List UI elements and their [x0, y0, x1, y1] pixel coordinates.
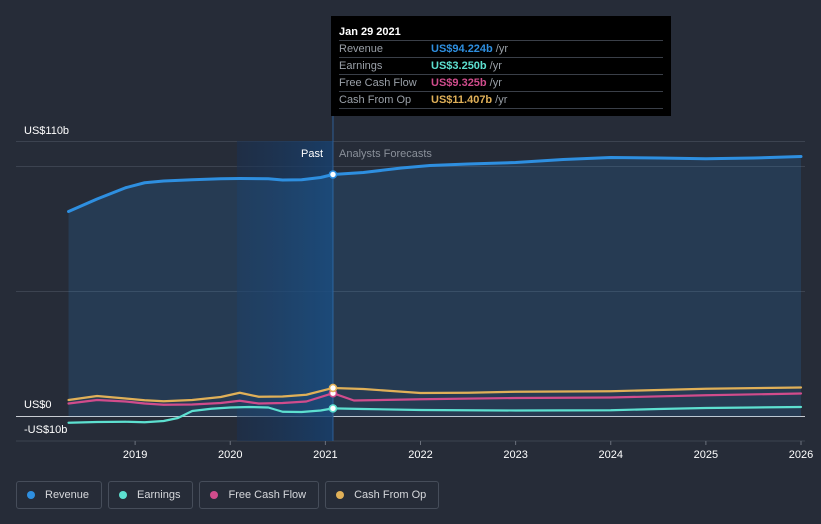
x-tick-label: 2020 — [218, 449, 242, 461]
legend-label: Revenue — [45, 489, 90, 501]
tooltip-row-earnings: Earnings US$3.250b /yr — [339, 57, 663, 74]
revenue-marker — [328, 170, 338, 179]
tooltip-value: US$9.325b — [431, 77, 487, 89]
tooltip-name: Cash From Op — [339, 94, 412, 106]
y-axis-bottom-label: -US$10b — [24, 424, 67, 436]
x-tick-label: 2022 — [408, 449, 432, 461]
tooltip-unit: /yr — [495, 94, 508, 106]
free-cash-flow-line — [67, 392, 803, 406]
tooltip-name: Revenue — [339, 43, 384, 55]
legend-item-free-cash-flow[interactable]: Free Cash Flow — [199, 481, 320, 509]
revenue-line — [67, 155, 803, 213]
legend-label: Earnings — [137, 489, 181, 501]
tooltip-unit: /yr — [489, 60, 502, 72]
forecast-zone-label: Analysts Forecasts — [339, 148, 432, 160]
revenue-area-fill — [68, 156, 802, 417]
legend-label: Cash From Op — [354, 489, 427, 501]
y-axis-top-label: US$110b — [24, 125, 69, 137]
cash-from-op-line — [67, 386, 803, 403]
cash-from-op-marker — [328, 383, 338, 393]
tooltip-name: Free Cash Flow — [339, 77, 417, 89]
tooltip-value: US$11.407b — [431, 94, 493, 106]
x-tick-label: 2024 — [599, 449, 623, 461]
tooltip-row-revenue: Revenue US$94.224b /yr — [339, 40, 663, 57]
legend-item-earnings[interactable]: Earnings — [108, 481, 194, 509]
series-lines — [67, 155, 803, 424]
legend-dot-icon — [336, 491, 345, 499]
grid — [16, 141, 805, 442]
chart: US$110b US$0 -US$10b Past Analysts Forec… — [16, 16, 813, 461]
tooltip-name: Earnings — [339, 60, 383, 72]
tooltip-value: US$3.250b — [431, 60, 487, 72]
tooltip-row-free-cash-flow: Free Cash Flow US$9.325b /yr — [339, 74, 663, 91]
revenue-area — [68, 156, 802, 417]
earnings-marker — [328, 404, 338, 413]
legend: Revenue Earnings Free Cash Flow Cash Fro… — [16, 481, 440, 509]
legend-dot-icon — [27, 491, 35, 499]
earnings-line — [67, 405, 803, 424]
x-tick-label: 2023 — [503, 449, 527, 461]
tooltip-unit: /yr — [495, 43, 508, 55]
x-tick-label: 2021 — [313, 449, 337, 461]
legend-label: Free Cash Flow — [228, 489, 307, 501]
legend-item-revenue[interactable]: Revenue — [16, 481, 103, 509]
tooltip-unit: /yr — [489, 77, 502, 89]
legend-dot-icon — [119, 491, 128, 499]
x-axis-ticks: 2019 2020 2021 2022 2023 2024 2025 2026 — [123, 441, 813, 461]
past-zone-label: Past — [301, 148, 323, 160]
hover-markers — [328, 170, 338, 413]
x-tick-label: 2026 — [789, 449, 813, 461]
legend-dot-icon — [210, 491, 219, 499]
y-axis-zero-label: US$0 — [24, 399, 52, 411]
tooltip-row-cash-from-op: Cash From Op US$11.407b /yr — [339, 91, 663, 109]
tooltip-date: Jan 29 2021 — [339, 26, 401, 38]
legend-item-cash-from-op[interactable]: Cash From Op — [325, 481, 440, 509]
x-tick-label: 2025 — [694, 449, 718, 461]
x-tick-label: 2019 — [123, 449, 147, 461]
tooltip-value: US$94.224b — [431, 43, 493, 55]
tooltip: Jan 29 2021 Revenue US$94.224b /yr Earni… — [331, 16, 671, 116]
